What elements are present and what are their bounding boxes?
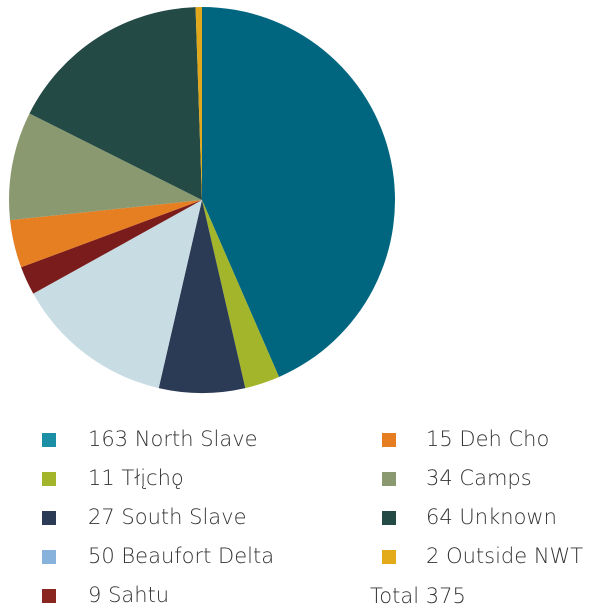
legend-value: 27 — [88, 505, 115, 529]
legend-value: 34 — [426, 466, 453, 490]
pie-slice — [9, 113, 203, 221]
legend-label: 2 Outside NWT — [426, 544, 583, 568]
legend-swatch — [382, 472, 396, 486]
legend-name: Tłįchǫ — [121, 466, 183, 490]
legend-swatch — [382, 550, 396, 564]
legend-swatch — [42, 550, 56, 564]
legend-swatch — [42, 589, 56, 603]
legend-label: 9 Sahtu — [88, 583, 169, 607]
legend-value: 15 — [426, 427, 453, 451]
legend-name: Beaufort Delta — [121, 544, 274, 568]
legend-label: 11 Tłįchǫ — [88, 466, 184, 490]
legend-label: 34 Camps — [426, 466, 532, 490]
legend-swatch — [42, 433, 56, 447]
pie-slice — [33, 200, 202, 389]
pie-slice — [29, 7, 203, 201]
legend-label: 64 Unknown — [426, 505, 557, 529]
legend-label: 163 North Slave — [88, 427, 258, 451]
legend-name: Outside NWT — [446, 544, 583, 568]
legend-label: 50 Beaufort Delta — [88, 544, 274, 568]
legend-name: Unknown — [459, 505, 556, 529]
legend-label: 27 South Slave — [88, 505, 247, 529]
legend-value: 163 — [88, 427, 128, 451]
legend-value: 2 — [426, 544, 439, 568]
total-label: Total — [370, 584, 419, 608]
legend-value: 9 — [88, 583, 101, 607]
legend-value: 11 — [88, 466, 115, 490]
pie-slice — [202, 7, 395, 377]
pie-slice — [21, 200, 202, 294]
pie-slice — [195, 7, 202, 200]
legend-name: North Slave — [135, 427, 258, 451]
legend-value: 50 — [88, 544, 115, 568]
legend-swatch — [42, 472, 56, 486]
legend-name: Sahtu — [108, 583, 169, 607]
legend-name: South Slave — [121, 505, 246, 529]
legend-value: 64 — [426, 505, 453, 529]
total-value: 375 — [426, 584, 466, 608]
pie-slice — [10, 200, 202, 268]
pie-slice — [158, 200, 246, 393]
pie-slice — [202, 200, 280, 389]
legend-swatch — [382, 433, 396, 447]
total: Total 375 — [370, 584, 466, 608]
legend-label: 15 Deh Cho — [426, 427, 549, 451]
legend-name: Camps — [459, 466, 531, 490]
legend-name: Deh Cho — [459, 427, 549, 451]
legend-swatch — [42, 511, 56, 525]
legend-swatch — [382, 511, 396, 525]
